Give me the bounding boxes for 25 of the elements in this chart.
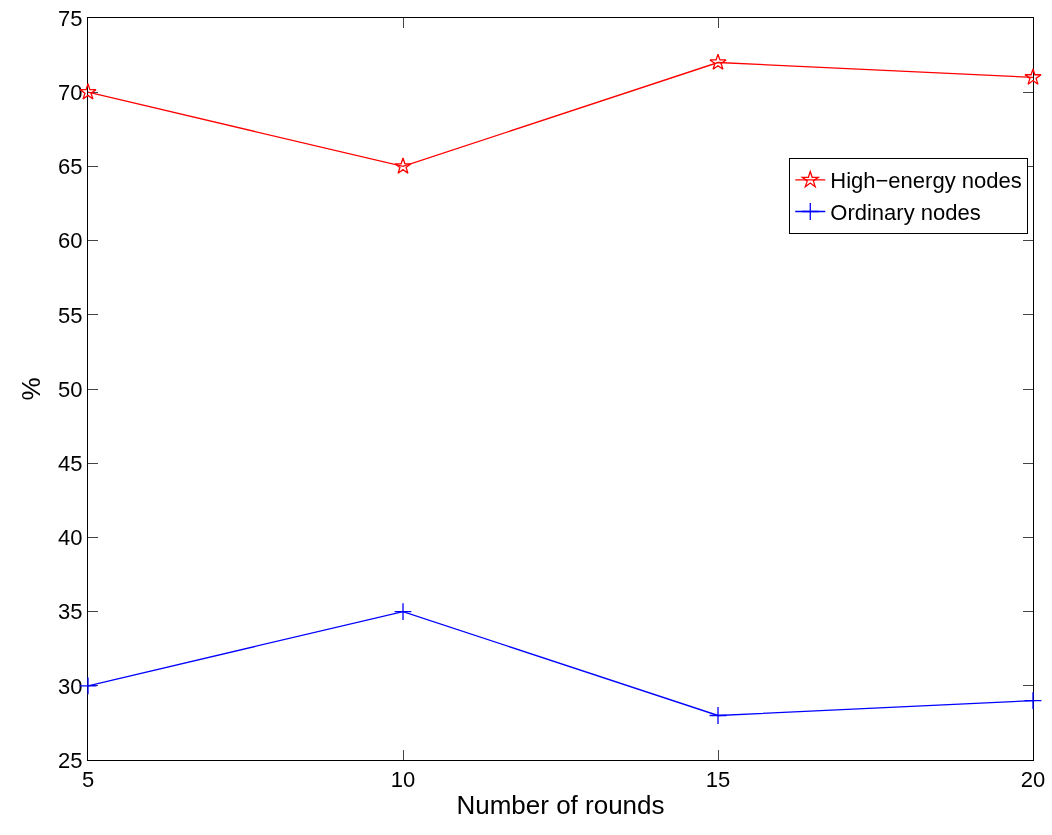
point (393, 602, 413, 621)
y-tick-label: 60 (58, 228, 83, 254)
x-tick-label: 20 (1020, 767, 1046, 793)
x-tick-label: 15 (705, 767, 731, 793)
y-tick-label: 70 (58, 79, 83, 105)
point (709, 53, 727, 70)
y-tick-label: 65 (58, 154, 83, 180)
y-tick-label: 30 (58, 673, 83, 699)
x-tick-label: 10 (390, 767, 416, 793)
y-tick-label: 75 (58, 5, 83, 31)
y-tick-label: 25 (58, 747, 83, 773)
y-tick-label: 40 (58, 525, 83, 551)
x-axis-title: Number of rounds (456, 790, 665, 821)
point (1024, 68, 1042, 85)
point (394, 157, 412, 174)
x-tick-label: 5 (81, 767, 95, 793)
legend-label: High−energy nodes (830, 168, 1022, 194)
legend-label: Ordinary nodes (830, 200, 981, 226)
point (1023, 691, 1043, 710)
y-tick-label: 45 (58, 450, 83, 476)
y-tick-label: 55 (58, 302, 83, 328)
y-axis-title: % (15, 377, 46, 401)
y-tick-label: 50 (58, 376, 83, 402)
y-tick-label: 35 (58, 599, 83, 625)
point (708, 706, 728, 725)
